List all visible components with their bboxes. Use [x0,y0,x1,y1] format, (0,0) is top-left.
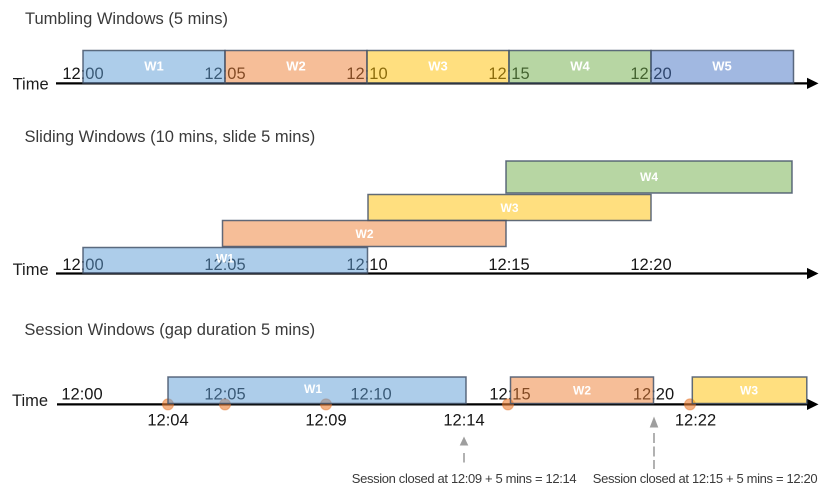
svg-text:W2: W2 [356,227,374,241]
svg-text:12:09: 12:09 [305,412,346,430]
svg-text:Sliding Windows (10 mins, slid: Sliding Windows (10 mins, slide 5 mins) [25,128,316,146]
svg-text:W4: W4 [640,170,658,184]
svg-text:12:04: 12:04 [147,412,188,430]
svg-text:W5: W5 [712,59,732,74]
svg-text:Session Windows (gap duration: Session Windows (gap duration 5 mins) [24,321,315,339]
svg-text:12:00: 12:00 [61,386,102,404]
svg-text:W2: W2 [286,59,306,74]
svg-text:12:22: 12:22 [675,412,716,430]
svg-text:W3: W3 [428,59,448,74]
svg-text:W1: W1 [304,382,322,396]
svg-text:12:15: 12:15 [488,256,529,274]
svg-text:Time: Time [13,76,49,94]
svg-text:W1: W1 [144,59,164,74]
svg-text:W2: W2 [573,384,591,398]
svg-text:W1: W1 [216,252,234,266]
svg-text:Tumbling Windows (5 mins): Tumbling Windows (5 mins) [25,10,228,28]
svg-text:W3: W3 [501,201,519,215]
svg-text:12:20: 12:20 [630,256,671,274]
svg-text:12:14: 12:14 [443,412,484,430]
svg-text:W3: W3 [740,384,758,398]
svg-text:Session closed at 12:09 + 5 mi: Session closed at 12:09 + 5 mins = 12:14 [352,471,577,486]
svg-text:Time: Time [13,261,49,279]
svg-text:Time: Time [12,392,48,410]
svg-text:W4: W4 [570,59,590,74]
svg-text:Session closed at 12:15 + 5 mi: Session closed at 12:15 + 5 mins = 12:20 [593,471,818,486]
